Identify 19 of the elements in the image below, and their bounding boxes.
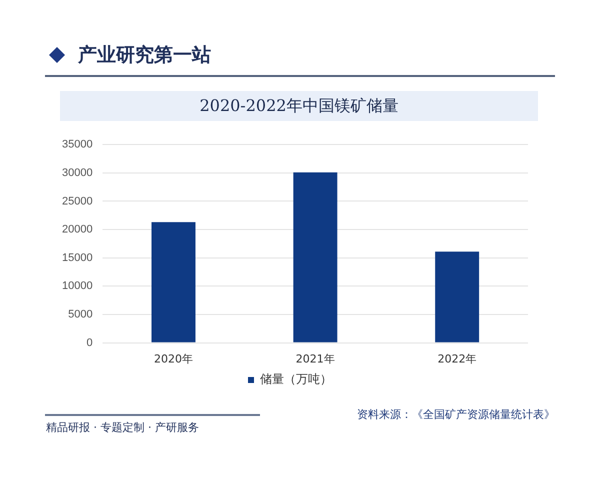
y-tick-label: 5000 <box>68 308 93 321</box>
y-tick-label: 35000 <box>62 138 93 151</box>
text: 精品研报 · 专题定制 · 产研服务 <box>46 420 199 435</box>
bar <box>435 252 480 342</box>
y-tick-label: 25000 <box>62 195 93 208</box>
bar <box>293 172 338 342</box>
y-tick-label: 10000 <box>62 280 93 292</box>
bar <box>152 222 196 342</box>
y-tick-label: 15000 <box>62 252 93 264</box>
x-tick-label: 2022年 <box>438 352 477 366</box>
text: 资料来源：《全国矿产资源储量统计表》 <box>357 407 555 422</box>
legend-label: 储量（万吨） <box>260 372 332 386</box>
x-tick-label: 2021年 <box>296 352 335 366</box>
y-tick-label: 20000 <box>62 224 93 236</box>
y-tick-label: 0 <box>86 336 93 349</box>
chart-title: 2020-2022年中国镁矿储量 <box>60 91 538 121</box>
y-tick-label: 30000 <box>62 166 93 179</box>
chart-subtitle: 产业研究第一站 <box>78 43 211 68</box>
x-tick-label: 2020年 <box>154 352 193 366</box>
